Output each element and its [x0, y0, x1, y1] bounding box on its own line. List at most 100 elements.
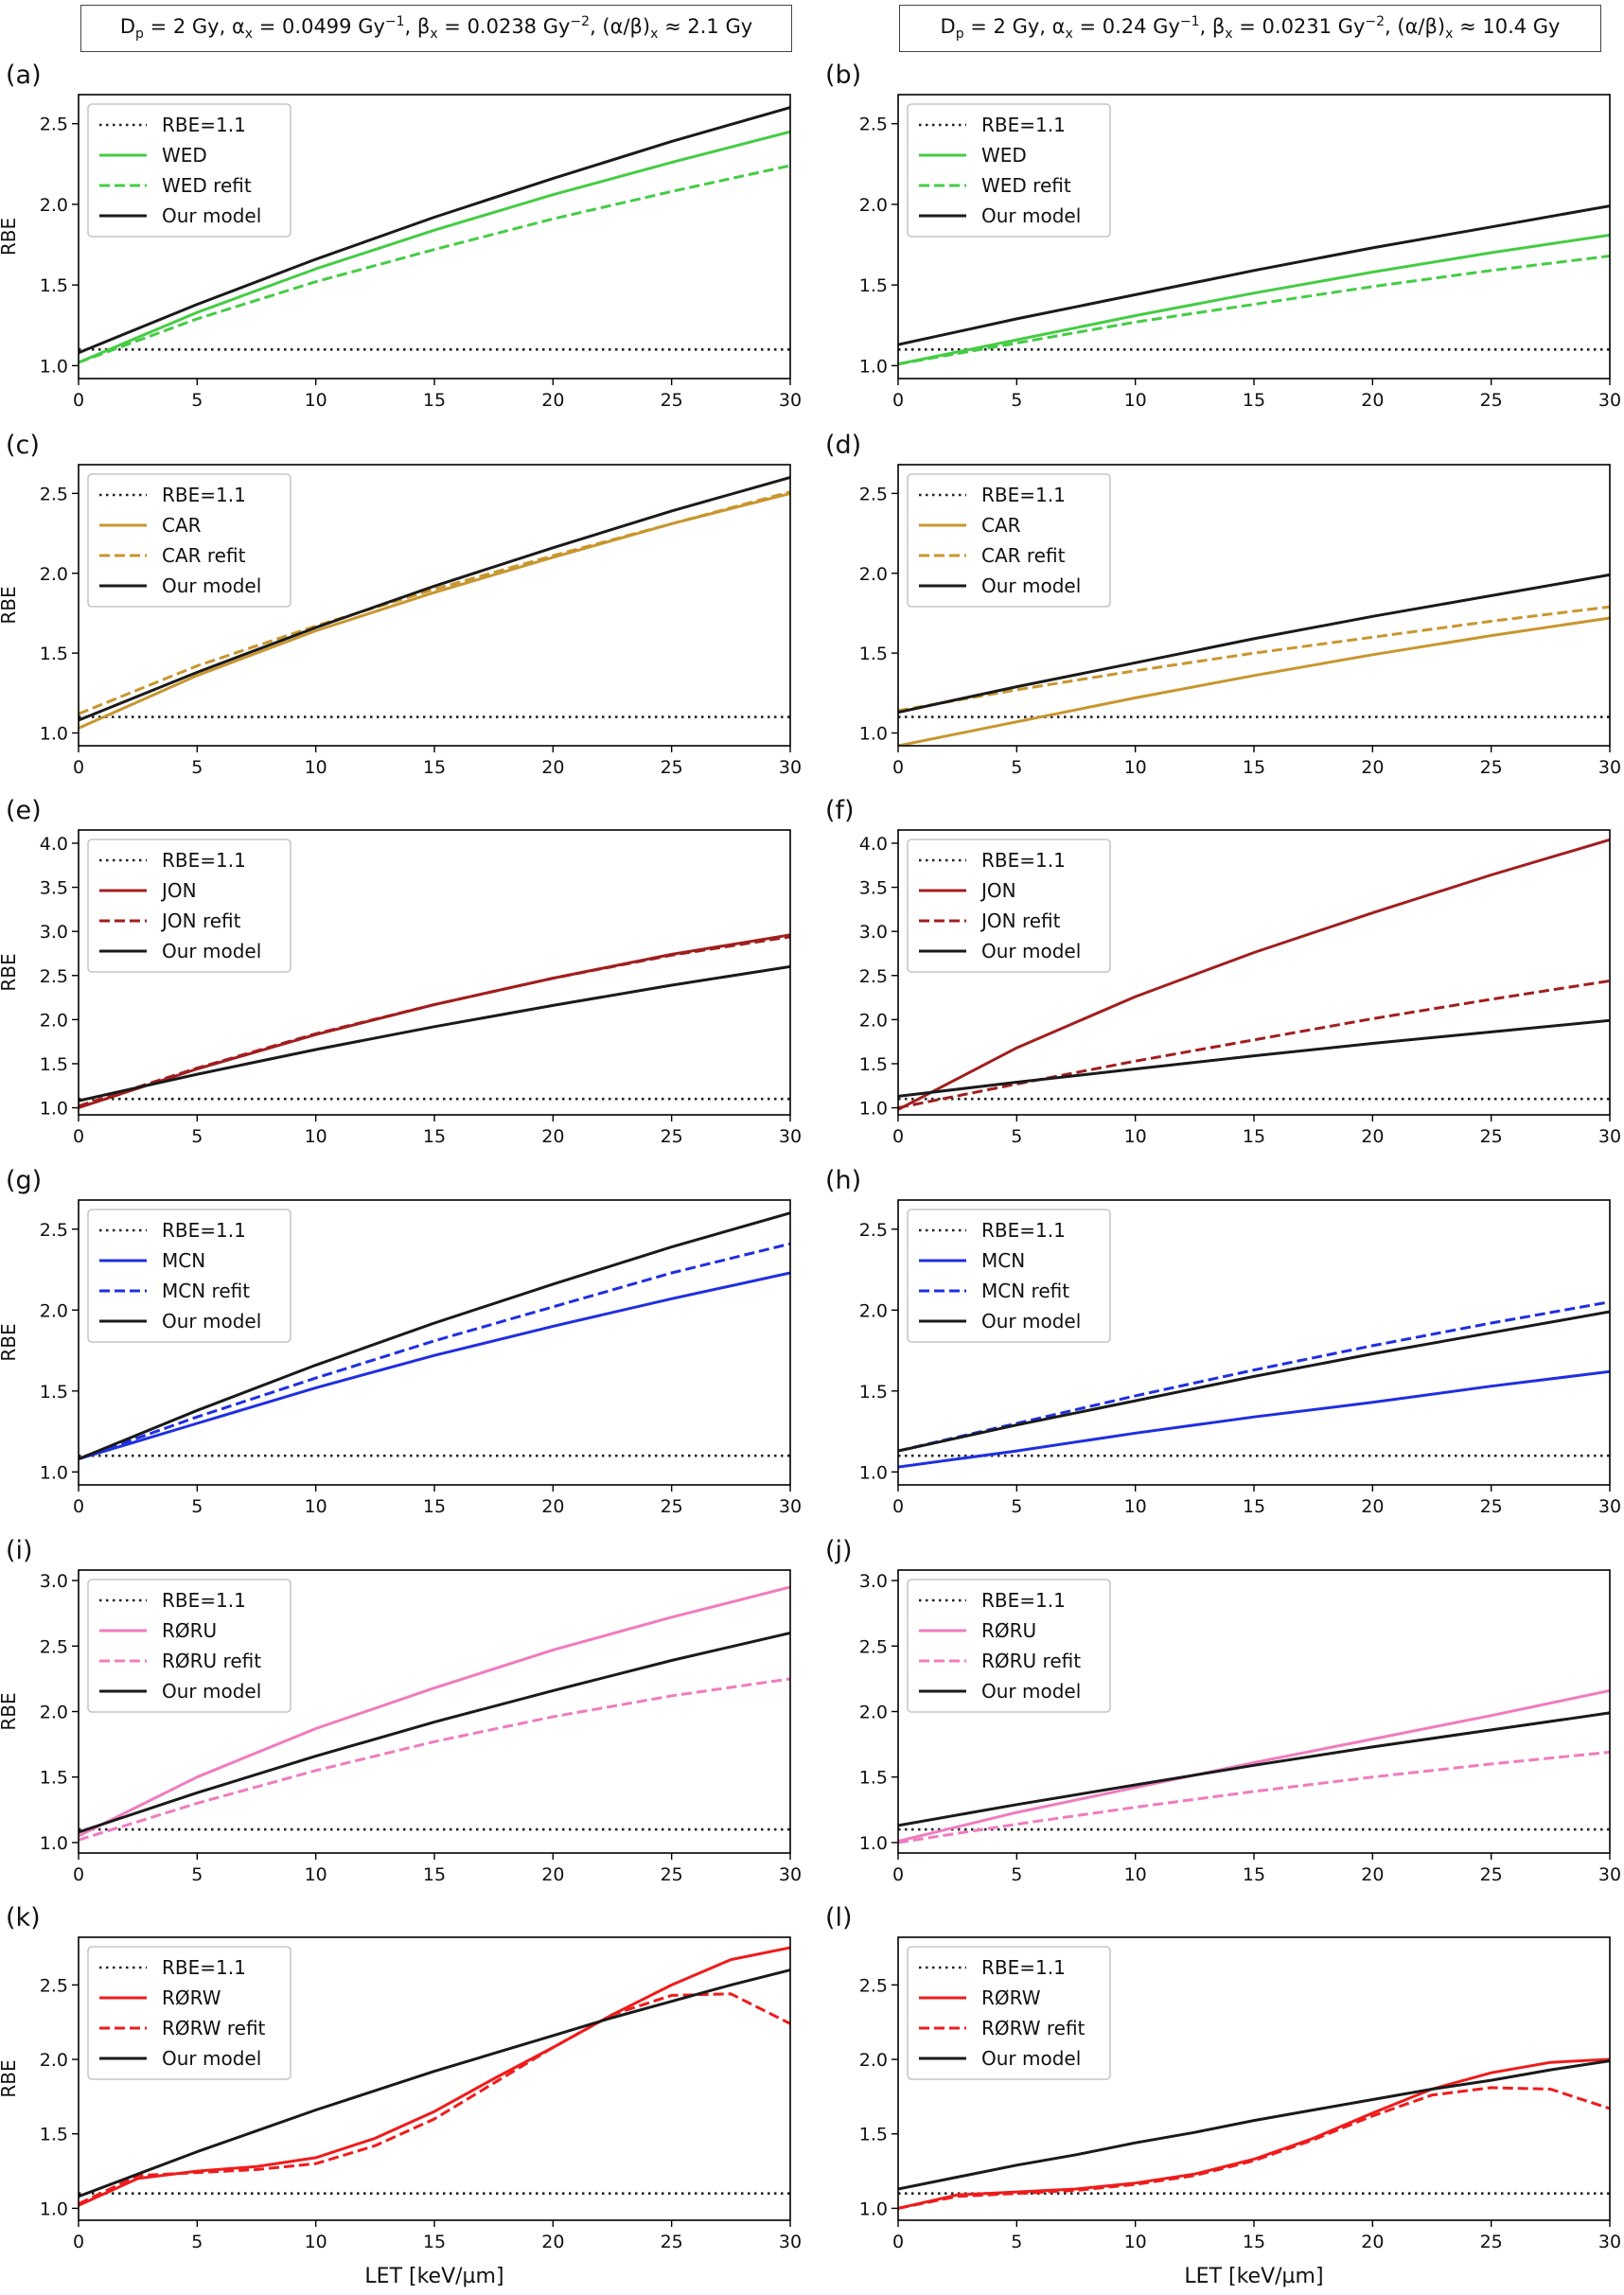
x-tick-label: 20	[541, 1496, 564, 1517]
x-tick-label: 30	[779, 2232, 802, 2252]
panel-label: (c)	[6, 431, 40, 460]
legend-label: RØRW	[162, 1986, 221, 2009]
y-tick-label: 1.0	[859, 1833, 888, 1854]
legend-box	[87, 839, 291, 973]
x-tick-label: 20	[541, 757, 564, 778]
x-tick-label: 25	[1480, 390, 1503, 411]
legend-label: CAR refit	[981, 544, 1066, 567]
column-title-left: Dp = 2 Gy, αx = 0.0499 Gy−1, βx = 0.0238…	[80, 5, 792, 52]
x-tick-label: 0	[73, 1864, 84, 1885]
legend-label: RBE=1.1	[162, 484, 246, 506]
legend-label: JON refit	[160, 909, 241, 932]
legend-label: CAR refit	[162, 544, 246, 567]
x-tick-label: 10	[305, 1496, 327, 1517]
x-tick-label: 0	[892, 757, 904, 778]
series-group	[898, 1688, 1610, 1845]
series-line	[898, 1750, 1610, 1845]
x-tick-label: 25	[661, 390, 683, 411]
x-tick-label: 30	[1598, 1496, 1621, 1517]
legend-box	[907, 473, 1111, 608]
title-dose: 2 Gy	[172, 15, 220, 39]
series-line	[898, 1369, 1610, 1469]
panel-label: (k)	[6, 1903, 41, 1933]
y-tick-label: 3.5	[40, 878, 68, 899]
legend-label: Our model	[981, 204, 1081, 227]
x-axis-label: LET [keV/µm]	[364, 2265, 503, 2288]
series-line	[898, 1018, 1610, 1098]
y-tick-label: 2.0	[859, 1010, 888, 1031]
x-tick-label: 25	[1480, 757, 1503, 778]
legend-label: RBE=1.1	[981, 1956, 1066, 1979]
legend-label: RBE=1.1	[162, 849, 246, 872]
y-tick-label: 1.0	[859, 2198, 888, 2219]
legend-box	[907, 839, 1111, 973]
series-line	[79, 164, 790, 364]
x-tick-label: 0	[73, 757, 84, 778]
chart-panel: (g) 0 5 10 15 20 25 30 1.0 1.5 2.0 2.5 RBE RBE=1.1 MCN…	[0, 1166, 802, 1517]
legend-label: RØRU	[162, 1619, 217, 1642]
series-group	[898, 1300, 1610, 1469]
y-axis-label: RBE	[0, 1323, 20, 1361]
title-alpha-exp: −1	[384, 14, 405, 30]
y-tick-label: 2.0	[859, 1703, 888, 1723]
y-tick-label: 2.5	[40, 484, 68, 504]
y-tick-label: 3.0	[40, 922, 68, 943]
x-tick-label: 20	[541, 1864, 564, 1885]
x-tick-label: 5	[1011, 757, 1022, 778]
legend-label: Our model	[981, 574, 1081, 597]
legend-box	[907, 103, 1111, 238]
x-tick-label: 30	[779, 757, 802, 778]
series-group	[79, 476, 790, 730]
x-tick-label: 10	[305, 2232, 327, 2252]
x-tick-label: 5	[191, 390, 203, 411]
legend-label: Our model	[162, 574, 261, 597]
chart-panel: (h) 0 5 10 15 20 25 30 1.0 1.5 2.0 2.5 RBE=1.1 MCN MCN…	[825, 1166, 1621, 1517]
legend-label: JON	[160, 879, 197, 902]
legend-label: WED refit	[981, 174, 1071, 197]
x-tick-label: 30	[779, 1126, 802, 1147]
panel-label: (d)	[825, 431, 861, 460]
series-line	[79, 106, 790, 355]
y-tick-label: 4.0	[40, 834, 68, 855]
x-tick-label: 15	[1243, 2232, 1265, 2252]
legend-box	[87, 473, 291, 608]
x-tick-label: 20	[1361, 757, 1384, 778]
legend-label: MCN	[162, 1249, 205, 1272]
series-line	[79, 1271, 790, 1461]
x-tick-label: 10	[1124, 390, 1147, 411]
legend-label: CAR	[162, 514, 202, 537]
legend-label: Our model	[981, 940, 1081, 962]
series-group	[79, 1585, 790, 1842]
x-tick-label: 20	[541, 1126, 564, 1147]
legend-label: JON	[980, 879, 1016, 902]
legend-label: Our model	[162, 204, 261, 227]
series-line	[79, 1992, 790, 2206]
y-tick-label: 1.5	[859, 2125, 888, 2145]
x-tick-label: 5	[191, 1864, 203, 1885]
y-tick-label: 2.0	[40, 1300, 68, 1321]
y-tick-label: 3.0	[859, 922, 888, 943]
y-tick-label: 1.5	[40, 1382, 68, 1403]
y-tick-label: 4.0	[859, 834, 888, 855]
y-tick-label: 2.0	[40, 564, 68, 585]
y-tick-label: 1.5	[859, 644, 888, 664]
series-line	[898, 255, 1610, 366]
title-ratio: 2.1 Gy	[687, 15, 753, 39]
y-tick-label: 1.5	[859, 1054, 888, 1075]
x-tick-label: 15	[423, 2232, 446, 2252]
title-alpha: 0.0499 Gy	[282, 15, 385, 39]
y-tick-label: 2.0	[40, 2050, 68, 2071]
legend-label: CAR	[981, 514, 1021, 537]
x-tick-label: 25	[661, 2232, 683, 2252]
legend-label: WED refit	[162, 174, 252, 197]
legend-label: RØRU refit	[981, 1650, 1081, 1672]
y-tick-label: 1.0	[859, 356, 888, 377]
chart-panel: (d) 0 5 10 15 20 25 30 1.0 1.5 2.0 2.5 RBE=1.1 CAR CAR…	[825, 431, 1621, 778]
x-tick-label: 30	[1598, 1864, 1621, 1885]
x-tick-label: 20	[1361, 1864, 1384, 1885]
y-tick-label: 2.5	[40, 966, 68, 987]
legend-label: RØRU	[981, 1619, 1036, 1642]
y-tick-label: 1.0	[40, 724, 68, 745]
legend-label: Our model	[162, 940, 261, 962]
